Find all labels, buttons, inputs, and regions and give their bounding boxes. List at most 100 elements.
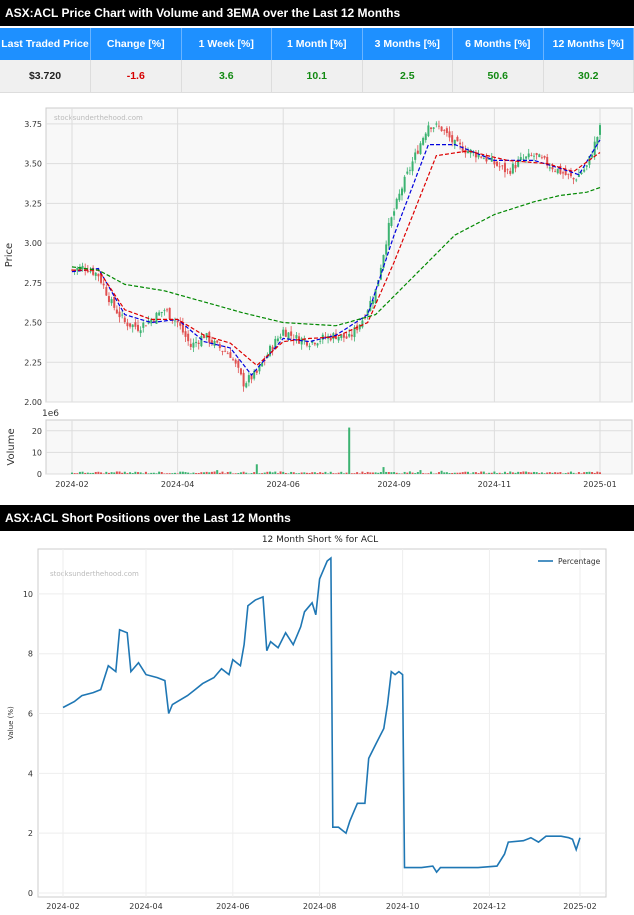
volume-bar <box>556 472 559 474</box>
short-y-tick: 0 <box>28 889 33 898</box>
candle-body <box>527 153 530 158</box>
candle-body <box>585 165 588 167</box>
volume-bar <box>398 473 401 474</box>
volume-bar <box>340 471 343 474</box>
volume-bar <box>168 473 171 474</box>
x-tick-label: 2024-06 <box>266 480 299 489</box>
candle-body <box>522 158 525 160</box>
volume-bar <box>527 472 530 474</box>
candle-body <box>250 374 253 380</box>
volume-bar <box>361 471 364 474</box>
candle-body <box>490 157 493 162</box>
volume-bar <box>517 471 520 474</box>
volume-bar <box>374 472 377 474</box>
candle-body <box>137 324 139 331</box>
volume-bar <box>258 473 261 474</box>
volume-bar <box>81 471 84 474</box>
candle-body <box>583 169 586 172</box>
price-y-tick: 3.75 <box>24 120 42 129</box>
volume-bar <box>385 471 388 474</box>
candle-body <box>253 370 256 379</box>
candle-body <box>432 127 435 129</box>
volume-bar <box>142 473 145 474</box>
short-y-tick: 8 <box>28 650 33 659</box>
volume-bar <box>300 472 303 474</box>
candle-body <box>371 299 374 305</box>
candle-body <box>163 310 166 312</box>
stat-value: 30.2 <box>543 60 634 93</box>
stat-header: Last Traded Price <box>0 28 91 60</box>
price-y-tick: 2.50 <box>24 319 42 328</box>
candle-body <box>340 334 343 339</box>
candle-body <box>300 338 303 345</box>
candle-body <box>279 336 282 339</box>
volume-bar <box>123 471 126 474</box>
volume-bar <box>490 472 493 474</box>
volume-bar <box>205 471 208 474</box>
candle-body <box>437 125 440 127</box>
volume-bar <box>226 471 229 474</box>
candle-body <box>533 155 535 157</box>
volume-bar <box>453 472 456 474</box>
candle-body <box>115 309 118 314</box>
volume-bar <box>443 472 446 474</box>
volume-bar <box>588 471 591 474</box>
volume-bar <box>459 472 462 474</box>
volume-bar <box>78 471 81 474</box>
candle-body <box>245 383 248 388</box>
volume-bar <box>163 473 166 474</box>
candle-body <box>107 296 110 303</box>
volume-bar <box>197 472 200 474</box>
candle-body <box>403 176 406 192</box>
volume-bar <box>253 472 256 474</box>
candle-body <box>556 168 559 174</box>
candle-body <box>345 336 348 339</box>
volume-bar <box>416 472 419 474</box>
stat-header: 1 Week [%] <box>181 28 272 60</box>
candle-body <box>530 155 533 156</box>
candle-body <box>200 335 203 347</box>
short-chart-title: 12 Month Short % for ACL <box>262 535 378 545</box>
volume-bar <box>379 472 382 474</box>
candle-body <box>123 317 126 323</box>
volume-bar <box>350 473 353 474</box>
volume-bar <box>472 472 475 474</box>
volume-bar <box>422 473 425 474</box>
short-y-tick: 2 <box>28 829 33 838</box>
volume-bar <box>554 472 557 474</box>
volume-bar <box>110 472 113 474</box>
volume-bar <box>261 473 264 474</box>
volume-bar <box>237 473 240 474</box>
volume-bar <box>200 472 203 474</box>
candle-body <box>440 126 443 132</box>
volume-bar <box>229 471 232 474</box>
volume-bar <box>501 473 504 474</box>
volume-bar <box>139 472 142 474</box>
volume-bar <box>525 471 528 474</box>
volume-bar <box>342 473 345 474</box>
candle-body <box>559 165 562 174</box>
volume-bar <box>564 473 567 474</box>
candle-body <box>179 322 182 326</box>
candle-body <box>102 283 105 286</box>
volume-bar <box>382 467 385 474</box>
volume-bar <box>76 473 79 474</box>
candle-body <box>168 307 171 319</box>
stat-value: 10.1 <box>271 60 363 93</box>
stat-value: -1.6 <box>90 60 182 93</box>
volume-y-tick: 20 <box>32 427 42 436</box>
volume-bar <box>430 471 433 474</box>
volume-bar <box>498 472 501 474</box>
volume-bar <box>503 471 506 474</box>
volume-bar <box>311 472 314 474</box>
volume-bar <box>356 472 359 474</box>
stat-value: 3.6 <box>181 60 272 93</box>
candle-body <box>379 267 382 280</box>
candle-body <box>416 150 419 154</box>
candle-body <box>350 334 353 337</box>
volume-bar <box>113 472 116 474</box>
volume-bar <box>255 464 258 474</box>
volume-bar <box>332 473 335 474</box>
candle-body <box>308 345 311 348</box>
candle-body <box>411 161 414 172</box>
